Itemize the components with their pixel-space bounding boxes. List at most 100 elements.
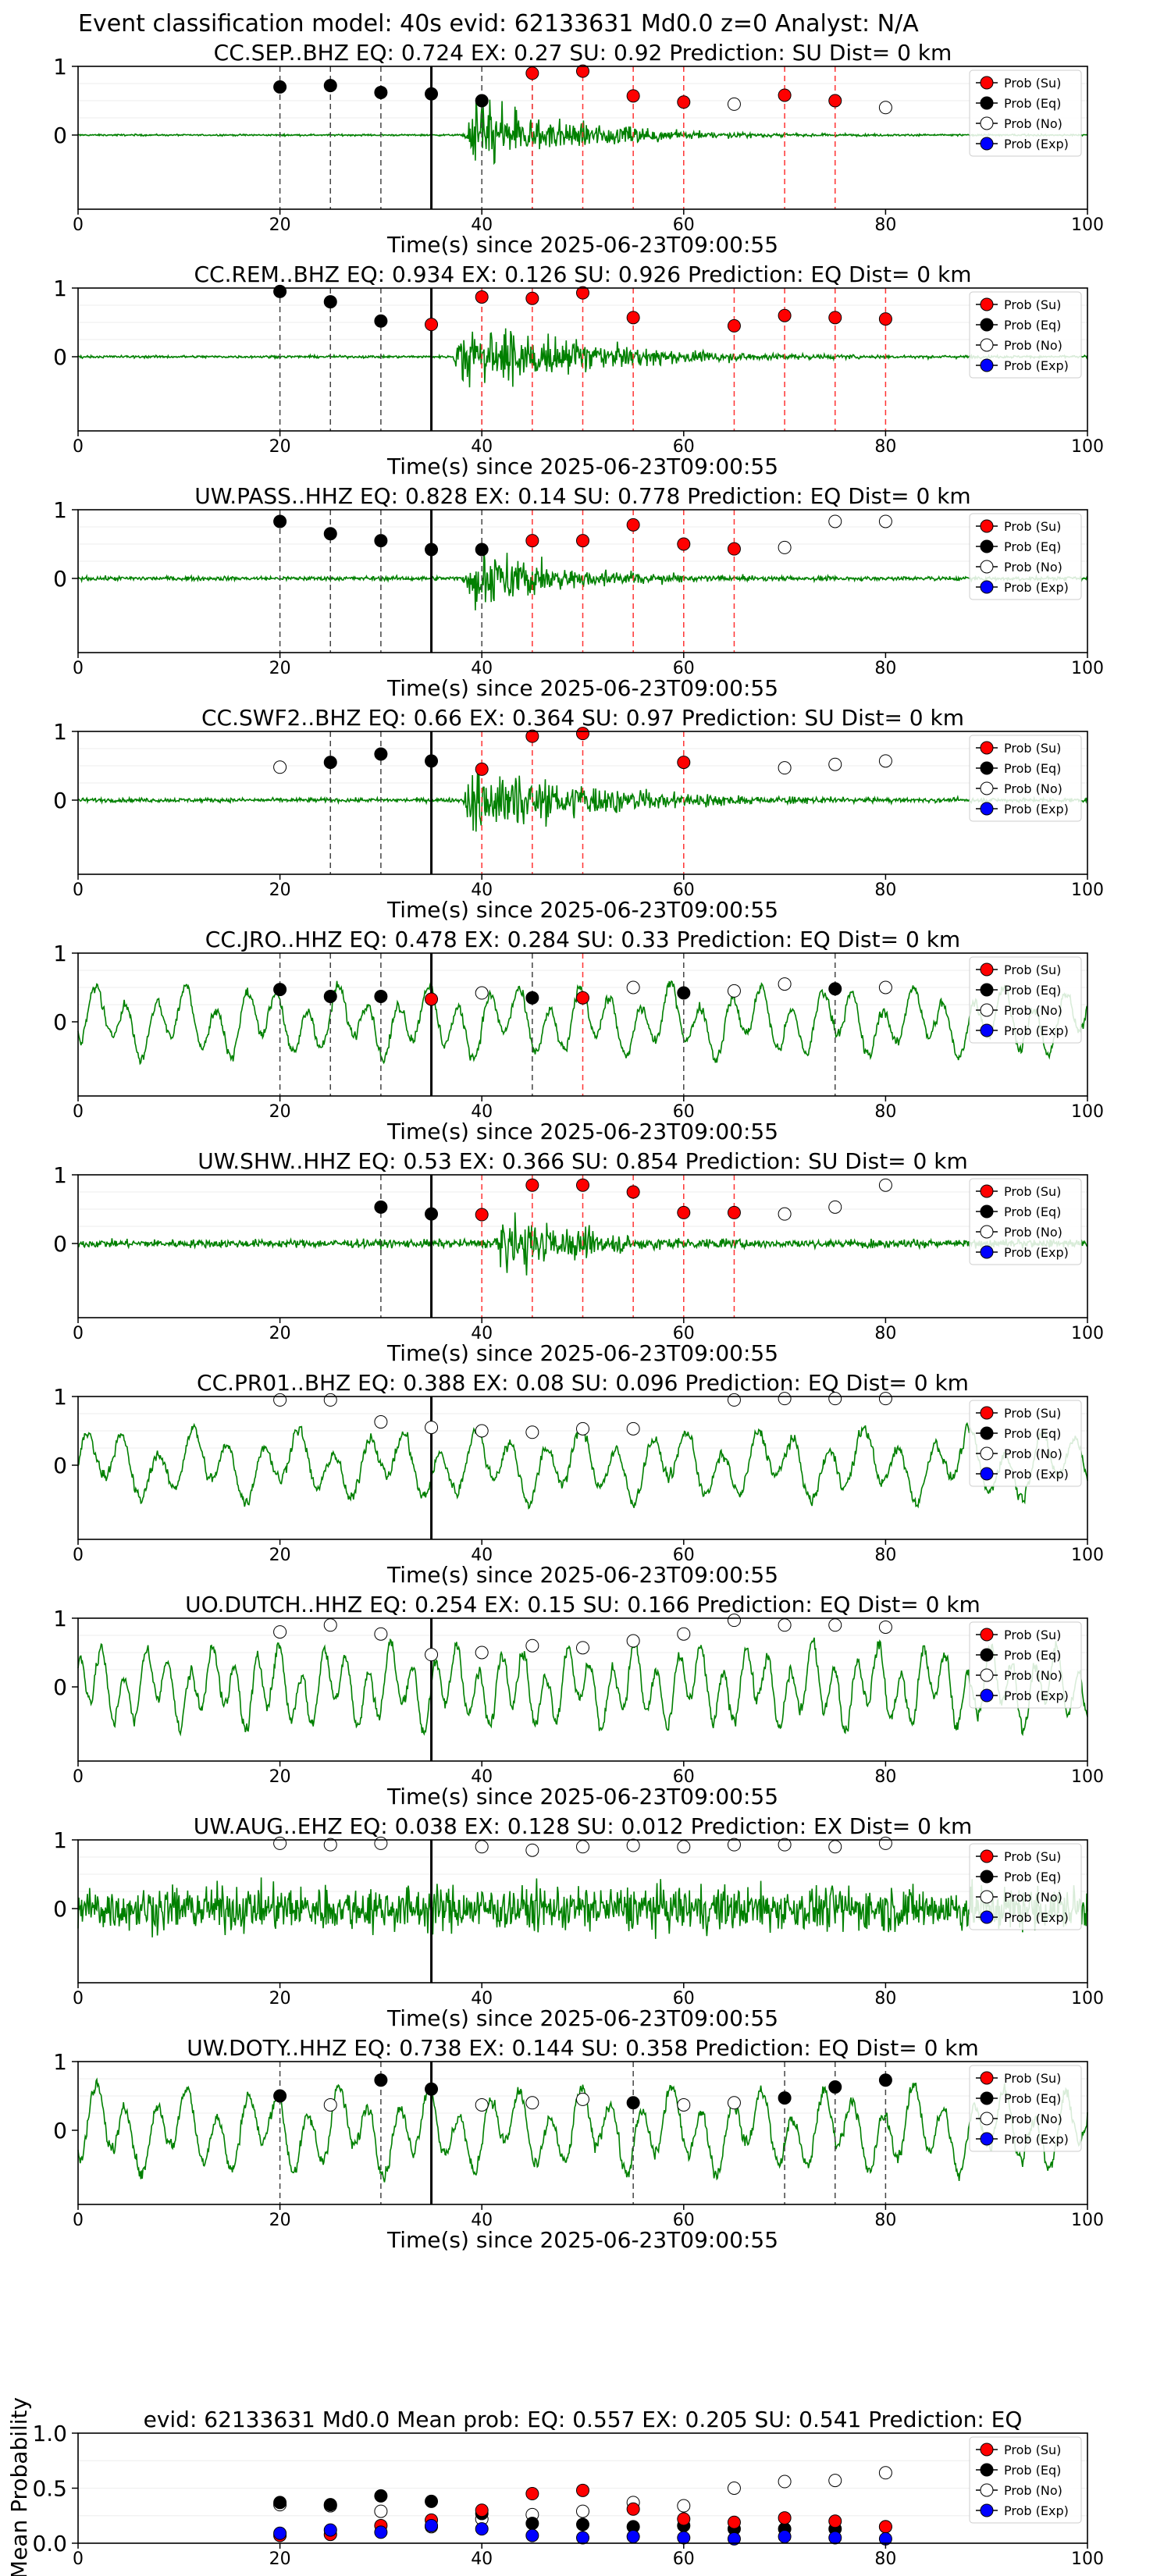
x-axis-label: Time(s) since 2025-06-23T09:00:55: [386, 2227, 778, 2253]
prob-no-point: [525, 2096, 539, 2110]
prob-eq-point: [323, 989, 337, 1003]
prob-su-point: [525, 1178, 539, 1192]
legend-label: Prob (No): [1004, 1446, 1062, 1461]
x-axis-label: Time(s) since 2025-06-23T09:00:55: [386, 1784, 778, 1809]
prob-no-point: [828, 1392, 842, 1406]
prob-no-point: [727, 1614, 741, 1628]
legend-marker: [980, 318, 994, 332]
x-tick-label: 20: [269, 1546, 291, 1565]
prob-no-point: [576, 1840, 589, 1854]
prob-eq-point: [475, 543, 489, 557]
mean-exp-point: [425, 2518, 439, 2532]
prob-no-point: [626, 1838, 640, 1852]
prob-no-point: [273, 760, 287, 774]
prob-su-point: [626, 518, 640, 532]
prob-eq-point: [273, 284, 287, 298]
legend-marker: [980, 962, 994, 977]
legend-marker: [980, 1023, 994, 1037]
prob-eq-point: [273, 80, 287, 94]
x-axis-label: Time(s) since 2025-06-23T09:00:55: [386, 1562, 778, 1588]
y-tick-label: 0: [53, 123, 67, 148]
x-tick-label: 80: [874, 437, 896, 457]
x-tick-label: 0: [73, 437, 84, 457]
x-tick-label: 0: [73, 881, 84, 900]
panel-title: UO.DUTCH..HHZ EQ: 0.254 EX: 0.15 SU: 0.1…: [185, 1592, 981, 1617]
panels: CC.SEP..BHZ EQ: 0.724 EX: 0.27 SU: 0.92 …: [6, 40, 1104, 2576]
legend-label: Prob (Exp): [1004, 580, 1069, 595]
x-tick-label: 80: [874, 1767, 896, 1787]
prob-su-point: [626, 1185, 640, 1199]
x-tick-label: 20: [269, 2211, 291, 2230]
legend-label: Prob (Su): [1004, 2443, 1061, 2457]
mean-exp-point: [677, 2531, 691, 2545]
mean-no-point: [677, 2499, 691, 2513]
prob-eq-point: [425, 543, 439, 557]
mean-no-point: [778, 2475, 792, 2489]
panel-title: CC.SWF2..BHZ EQ: 0.66 EX: 0.364 SU: 0.97…: [201, 705, 964, 731]
waveform-panel: CC.PR01..BHZ EQ: 0.388 EX: 0.08 SU: 0.09…: [53, 1370, 1104, 1588]
x-tick-label: 40: [471, 1546, 493, 1565]
prob-su-point: [576, 64, 589, 78]
prob-no-point: [727, 97, 741, 111]
y-tick-label: 0: [53, 788, 67, 813]
axes-frame: [77, 287, 1088, 432]
y-tick-label: 0.5: [32, 2476, 67, 2502]
panel-title: UW.PASS..HHZ EQ: 0.828 EX: 0.14 SU: 0.77…: [194, 483, 970, 509]
legend-label: Prob (Eq): [1004, 318, 1061, 333]
legend-label: Prob (Su): [1004, 1406, 1061, 1421]
y-tick-label: 1.0: [32, 2421, 67, 2446]
legend-label: Prob (No): [1004, 781, 1062, 796]
panel-title: CC.JRO..HHZ EQ: 0.478 EX: 0.284 SU: 0.33…: [205, 927, 960, 952]
x-tick-label: 100: [1071, 1324, 1104, 1343]
x-tick-label: 40: [471, 2211, 493, 2230]
prob-su-point: [525, 729, 539, 743]
mean-su-point: [677, 2512, 691, 2526]
legend-marker: [980, 2132, 994, 2146]
x-tick-label: 40: [471, 659, 493, 678]
legend-label: Prob (Su): [1004, 741, 1061, 756]
x-axis-label: Time(s) since 2025-06-23T09:00:55: [386, 675, 778, 701]
legend-label: Prob (Exp): [1004, 1467, 1069, 1482]
legend-label: Prob (Su): [1004, 1184, 1061, 1199]
prob-eq-point: [425, 87, 439, 101]
legend-box: [969, 1621, 1082, 1709]
x-tick-label: 80: [874, 1546, 896, 1565]
prob-no-point: [778, 977, 792, 991]
legend-marker: [980, 1003, 994, 1017]
prob-eq-point: [323, 79, 337, 93]
legend-box: [969, 1178, 1082, 1265]
prob-su-point: [878, 312, 892, 326]
legend-marker: [980, 1890, 994, 1904]
x-tick-label: 0: [73, 659, 84, 678]
panel-title: evid: 62133631 Md0.0 Mean prob: EQ: 0.55…: [144, 2407, 1023, 2432]
prob-eq-point: [273, 514, 287, 528]
legend-marker: [980, 580, 994, 594]
x-tick-label: 60: [673, 2211, 695, 2230]
x-tick-label: 100: [1071, 1546, 1104, 1565]
legend-label: Prob (Su): [1004, 2071, 1061, 2086]
prob-no-point: [475, 2097, 489, 2112]
legend-label: Prob (Su): [1004, 76, 1061, 91]
legend-label: Prob (Eq): [1004, 1870, 1061, 1884]
legend-label: Prob (Su): [1004, 1628, 1061, 1642]
panel-title: CC.PR01..BHZ EQ: 0.388 EX: 0.08 SU: 0.09…: [197, 1370, 969, 1396]
legend-label: Prob (Exp): [1004, 1023, 1069, 1038]
legend-marker: [980, 1426, 994, 1440]
mean-no-point: [576, 2504, 589, 2518]
prob-eq-point: [475, 94, 489, 108]
prob-eq-point: [323, 295, 337, 309]
y-tick-label: 0: [53, 566, 67, 592]
y-tick-label: 1: [53, 276, 67, 301]
prob-su-point: [778, 88, 792, 102]
prob-no-point: [374, 1627, 388, 1641]
mean-su-point: [828, 2514, 842, 2528]
x-tick-label: 40: [471, 881, 493, 900]
prob-su-point: [576, 534, 589, 548]
axes-frame: [77, 1839, 1088, 1984]
y-tick-label: 1: [53, 1606, 67, 1631]
mean-no-point: [374, 2504, 388, 2518]
mean-exp-point: [374, 2525, 388, 2539]
legend-marker: [980, 358, 994, 372]
x-tick-label: 80: [874, 2211, 896, 2230]
legend-label: Prob (Exp): [1004, 1910, 1069, 1925]
